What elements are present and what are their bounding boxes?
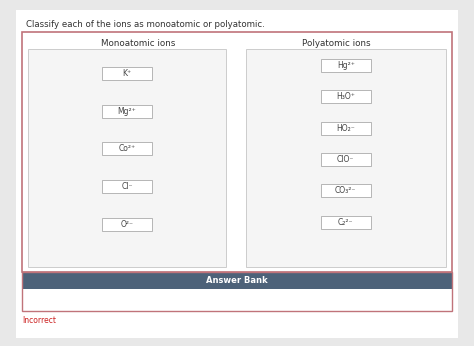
Bar [321, 184, 371, 198]
Bar [28, 49, 226, 267]
Text: Co²⁺: Co²⁺ [118, 145, 136, 154]
Text: Monoatomic ions: Monoatomic ions [101, 39, 175, 48]
Bar [102, 67, 152, 80]
Text: HO₂⁻: HO₂⁻ [337, 124, 355, 133]
Text: CO₃²⁻: CO₃²⁻ [335, 186, 356, 195]
Text: Cl⁻: Cl⁻ [121, 182, 133, 191]
Bar [22, 289, 452, 311]
Text: Incorrect: Incorrect [22, 316, 56, 325]
Bar [22, 272, 452, 289]
Bar [102, 218, 152, 231]
Bar [321, 122, 371, 135]
Text: C₂²⁻: C₂²⁻ [338, 218, 354, 227]
Bar [102, 105, 152, 118]
Bar [321, 153, 371, 166]
Text: Classify each of the ions as monoatomic or polyatomic.: Classify each of the ions as monoatomic … [26, 20, 265, 29]
Bar [321, 59, 371, 72]
Text: ClO⁻: ClO⁻ [337, 155, 355, 164]
Bar [246, 49, 446, 267]
Bar [321, 90, 371, 103]
Bar [22, 272, 452, 311]
Text: Mg²⁺: Mg²⁺ [118, 107, 136, 116]
Text: K⁺: K⁺ [122, 69, 131, 78]
Text: Answer Bank: Answer Bank [206, 276, 268, 285]
Bar [102, 180, 152, 193]
Bar [102, 143, 152, 155]
Text: Hg²⁺: Hg²⁺ [337, 61, 355, 70]
Text: O²⁻: O²⁻ [120, 220, 133, 229]
Text: H₃O⁺: H₃O⁺ [337, 92, 355, 101]
Bar [22, 32, 452, 272]
Bar [321, 216, 371, 229]
Text: Polyatomic ions: Polyatomic ions [301, 39, 370, 48]
